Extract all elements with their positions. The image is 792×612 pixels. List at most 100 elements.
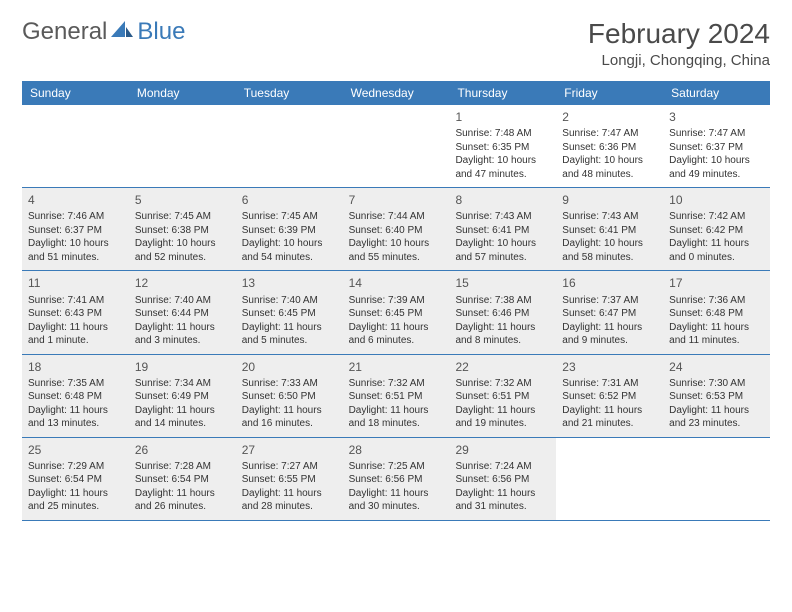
day-number: 2	[562, 109, 657, 125]
sunrise-text: Sunrise: 7:33 AM	[242, 377, 337, 391]
day-cell: 16Sunrise: 7:37 AMSunset: 6:47 PMDayligh…	[556, 271, 663, 353]
sunrise-text: Sunrise: 7:35 AM	[28, 377, 123, 391]
daylight-text: Daylight: 10 hours and 57 minutes.	[455, 237, 550, 264]
daylight-text: Daylight: 11 hours and 6 minutes.	[349, 321, 444, 348]
day-info: Sunrise: 7:32 AMSunset: 6:51 PMDaylight:…	[349, 377, 444, 431]
sunset-text: Sunset: 6:44 PM	[135, 307, 230, 321]
daylight-text: Daylight: 11 hours and 8 minutes.	[455, 321, 550, 348]
day-cell: 26 Sunrise: 7:28 AMSunset: 6:54 PMDayligh…	[129, 438, 236, 520]
day-info: Sunrise: 7:25 AMSunset: 6:56 PMDaylight:…	[349, 460, 444, 514]
daylight-text: Daylight: 11 hours and 13 minutes.	[28, 404, 123, 431]
sunrise-text: Sunrise: 7:37 AM	[562, 294, 657, 308]
daylight-text: Daylight: 11 hours and 25 minutes.	[28, 487, 123, 514]
day-info: Sunrise: 7:47 AMSunset: 6:37 PMDaylight:…	[669, 127, 764, 181]
day-number: 14	[349, 275, 444, 291]
daylight-text: Daylight: 11 hours and 23 minutes.	[669, 404, 764, 431]
day-cell	[556, 438, 663, 520]
day-info: Sunrise: 7:24 AMSunset: 6:56 PMDaylight:…	[455, 460, 550, 514]
sunset-text: Sunset: 6:39 PM	[242, 224, 337, 238]
day-cell: 22Sunrise: 7:32 AMSunset: 6:51 PMDayligh…	[449, 355, 556, 437]
sunrise-text: Sunrise: 7:44 AM	[349, 210, 444, 224]
weekday-header: Tuesday	[236, 81, 343, 105]
day-info: Sunrise: 7:27 AMSunset: 6:55 PMDaylight:…	[242, 460, 337, 514]
sunset-text: Sunset: 6:49 PM	[135, 390, 230, 404]
sunrise-text: Sunrise: 7:32 AM	[455, 377, 550, 391]
sunrise-text: Sunrise: 7:32 AM	[349, 377, 444, 391]
day-cell: 13Sunrise: 7:40 AMSunset: 6:45 PMDayligh…	[236, 271, 343, 353]
week-row: 1Sunrise: 7:48 AMSunset: 6:35 PMDaylight…	[22, 105, 770, 188]
day-number: 3	[669, 109, 764, 125]
sunrise-text: Sunrise: 7:27 AM	[242, 460, 337, 474]
day-cell: 5Sunrise: 7:45 AMSunset: 6:38 PMDaylight…	[129, 188, 236, 270]
daylight-text: Daylight: 11 hours and 1 minute.	[28, 321, 123, 348]
sunset-text: Sunset: 6:43 PM	[28, 307, 123, 321]
sunrise-text: Sunrise: 7:41 AM	[28, 294, 123, 308]
sunset-text: Sunset: 6:37 PM	[28, 224, 123, 238]
day-cell: 15Sunrise: 7:38 AMSunset: 6:46 PMDayligh…	[449, 271, 556, 353]
day-info: Sunrise: 7:43 AMSunset: 6:41 PMDaylight:…	[562, 210, 657, 264]
day-cell: 20 Sunrise: 7:33 AMSunset: 6:50 PMDayligh…	[236, 355, 343, 437]
day-cell: 2Sunrise: 7:47 AMSunset: 6:36 PMDaylight…	[556, 105, 663, 187]
week-row: 25Sunrise: 7:29 AMSunset: 6:54 PMDayligh…	[22, 438, 770, 521]
sunset-text: Sunset: 6:50 PM	[242, 390, 337, 404]
sunset-text: Sunset: 6:54 PM	[28, 473, 123, 487]
day-info: Sunrise: 7:34 AMSunset: 6:49 PMDaylight:…	[135, 377, 230, 431]
title-block: February 2024 Longji, Chongqing, China	[588, 18, 770, 69]
brand-part1: General	[22, 18, 107, 46]
sunset-text: Sunset: 6:48 PM	[669, 307, 764, 321]
day-number: 16	[562, 275, 657, 291]
day-cell: 27 Sunrise: 7:27 AMSunset: 6:55 PMDayligh…	[236, 438, 343, 520]
week-row: 11Sunrise: 7:41 AMSunset: 6:43 PMDayligh…	[22, 271, 770, 354]
day-cell: 19Sunrise: 7:34 AMSunset: 6:49 PMDayligh…	[129, 355, 236, 437]
sunrise-text: Sunrise: 7:36 AM	[669, 294, 764, 308]
day-cell: 3 Sunrise: 7:47 AMSunset: 6:37 PMDaylight…	[663, 105, 770, 187]
day-number: 20	[242, 359, 337, 375]
daylight-text: Daylight: 10 hours and 58 minutes.	[562, 237, 657, 264]
sunset-text: Sunset: 6:56 PM	[349, 473, 444, 487]
day-info: Sunrise: 7:45 AMSunset: 6:38 PMDaylight:…	[135, 210, 230, 264]
sunrise-text: Sunrise: 7:40 AM	[135, 294, 230, 308]
day-number: 26	[135, 442, 230, 458]
weekday-header: Sunday	[22, 81, 129, 105]
daylight-text: Daylight: 11 hours and 16 minutes.	[242, 404, 337, 431]
daylight-text: Daylight: 11 hours and 11 minutes.	[669, 321, 764, 348]
sunrise-text: Sunrise: 7:39 AM	[349, 294, 444, 308]
day-info: Sunrise: 7:38 AMSunset: 6:46 PMDaylight:…	[455, 294, 550, 348]
day-cell: 17 Sunrise: 7:36 AMSunset: 6:48 PMDayligh…	[663, 271, 770, 353]
day-number: 12	[135, 275, 230, 291]
day-cell: 23Sunrise: 7:31 AMSunset: 6:52 PMDayligh…	[556, 355, 663, 437]
day-info: Sunrise: 7:39 AMSunset: 6:45 PMDaylight:…	[349, 294, 444, 348]
sunrise-text: Sunrise: 7:43 AM	[455, 210, 550, 224]
day-number: 28	[349, 442, 444, 458]
daylight-text: Daylight: 10 hours and 48 minutes.	[562, 154, 657, 181]
day-cell: 29Sunrise: 7:24 AMSunset: 6:56 PMDayligh…	[449, 438, 556, 520]
sunset-text: Sunset: 6:52 PM	[562, 390, 657, 404]
day-number: 4	[28, 192, 123, 208]
sunrise-text: Sunrise: 7:28 AM	[135, 460, 230, 474]
day-info: Sunrise: 7:31 AMSunset: 6:52 PMDaylight:…	[562, 377, 657, 431]
day-info: Sunrise: 7:43 AMSunset: 6:41 PMDaylight:…	[455, 210, 550, 264]
day-cell: 8 Sunrise: 7:43 AMSunset: 6:41 PMDaylight…	[449, 188, 556, 270]
day-number: 17	[669, 275, 764, 291]
brand-logo: General Blue	[22, 18, 185, 46]
sunrise-text: Sunrise: 7:47 AM	[669, 127, 764, 141]
day-info: Sunrise: 7:28 AMSunset: 6:54 PMDaylight:…	[135, 460, 230, 514]
day-cell	[22, 105, 129, 187]
week-row: 18Sunrise: 7:35 AMSunset: 6:48 PMDayligh…	[22, 355, 770, 438]
daylight-text: Daylight: 11 hours and 14 minutes.	[135, 404, 230, 431]
weekday-header: Monday	[129, 81, 236, 105]
sunrise-text: Sunrise: 7:34 AM	[135, 377, 230, 391]
sunset-text: Sunset: 6:48 PM	[28, 390, 123, 404]
weekday-header: Saturday	[663, 81, 770, 105]
day-number: 27	[242, 442, 337, 458]
sunrise-text: Sunrise: 7:29 AM	[28, 460, 123, 474]
day-number: 8	[455, 192, 550, 208]
day-info: Sunrise: 7:40 AMSunset: 6:45 PMDaylight:…	[242, 294, 337, 348]
daylight-text: Daylight: 11 hours and 30 minutes.	[349, 487, 444, 514]
daylight-text: Daylight: 10 hours and 54 minutes.	[242, 237, 337, 264]
day-number: 18	[28, 359, 123, 375]
day-info: Sunrise: 7:44 AMSunset: 6:40 PMDaylight:…	[349, 210, 444, 264]
sunrise-text: Sunrise: 7:45 AM	[242, 210, 337, 224]
sunset-text: Sunset: 6:51 PM	[349, 390, 444, 404]
day-number: 6	[242, 192, 337, 208]
